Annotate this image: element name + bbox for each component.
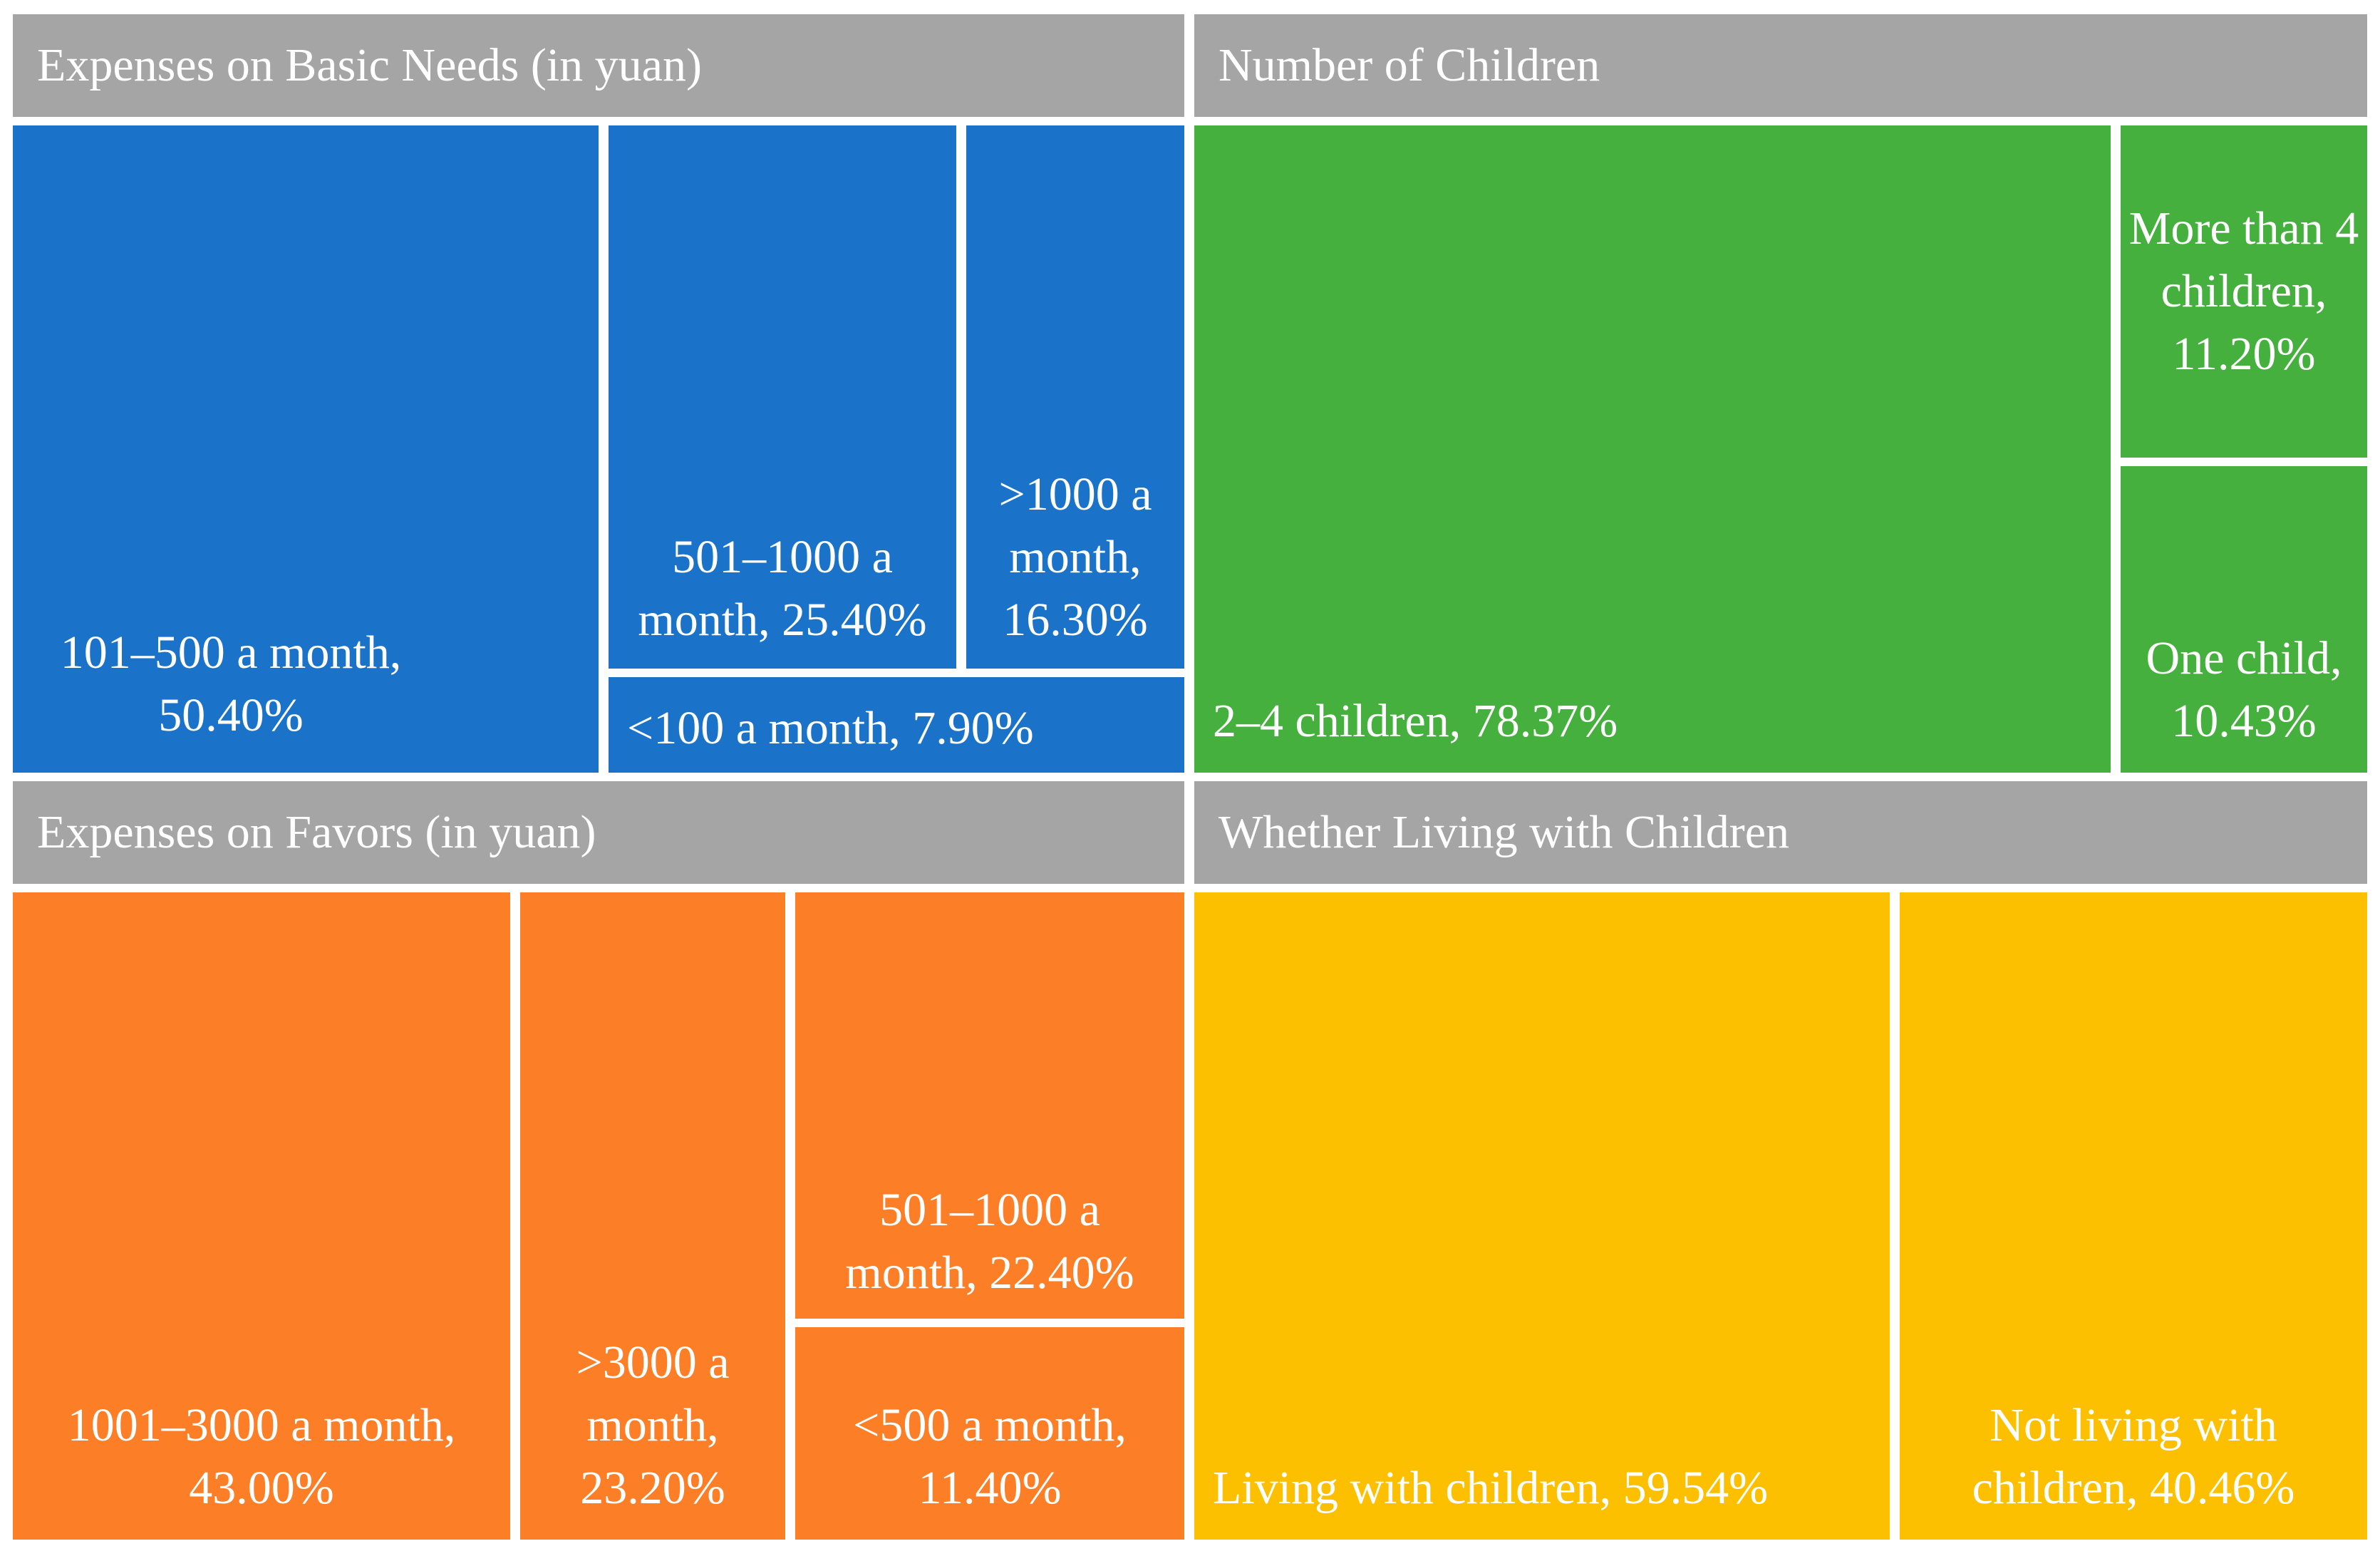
tile-favors-501-1000: 501–1000 a month, 22.40%: [795, 892, 1184, 1319]
tile-children-one: One child, 10.43%: [2121, 466, 2367, 773]
tile-children-2-4: 2–4 children, 78.37%: [1194, 125, 2111, 773]
tile-basic-501-1000: 501–1000 a month, 25.40%: [609, 125, 956, 669]
tile-label: 501–1000 a month, 25.40%: [638, 531, 927, 646]
tile-label: More than 4 children, 11.20%: [2128, 202, 2359, 380]
tile-label: >3000 a month, 23.20%: [576, 1336, 730, 1514]
group-header-living-with-children: Whether Living with Children: [1194, 781, 2367, 884]
tile-living-with-children: Living with children, 59.54%: [1194, 892, 1890, 1540]
tile-label: One child, 10.43%: [2146, 632, 2342, 747]
tile-text: 101–500 a month, 50.40%: [60, 627, 402, 741]
tile-favors-under-500: <500 a month, 11.40%: [795, 1327, 1184, 1540]
group-header-number-of-children: Number of Children: [1194, 14, 2367, 117]
tile-basic-101-500: 101–500 a month, 50.40%: [13, 125, 599, 773]
tile-label: <100 a month, 7.90%: [627, 702, 1034, 754]
tile-label: Not living with children, 40.46%: [1972, 1399, 2295, 1514]
tile-basic-under-100: <100 a month, 7.90%: [609, 677, 1184, 773]
tile-label: 1001–3000 a month, 43.00%: [67, 1399, 456, 1514]
tile-not-living-with-children: Not living with children, 40.46%: [1900, 892, 2367, 1540]
group-header-favors: Expenses on Favors (in yuan): [13, 781, 1184, 884]
tile-favors-over-3000: >3000 a month, 23.20%: [520, 892, 785, 1540]
tile-children-more-than-4: More than 4 children, 11.20%: [2121, 125, 2367, 458]
group-header-basic-needs: Expenses on Basic Needs (in yuan): [13, 14, 1184, 117]
tile-label: 101–500 a month, 50.40%: [31, 622, 580, 747]
tile-label: <500 a month, 11.40%: [853, 1399, 1127, 1514]
tile-label: 501–1000 a month, 22.40%: [845, 1184, 1134, 1299]
tile-favors-1001-3000: 1001–3000 a month, 43.00%: [13, 892, 510, 1540]
tile-basic-over-1000: >1000 a month, 16.30%: [966, 125, 1184, 669]
tile-label: Living with children, 59.54%: [1213, 1462, 1769, 1514]
tile-label: 2–4 children, 78.37%: [1213, 695, 1618, 747]
tile-label: >1000 a month, 16.30%: [998, 468, 1152, 646]
